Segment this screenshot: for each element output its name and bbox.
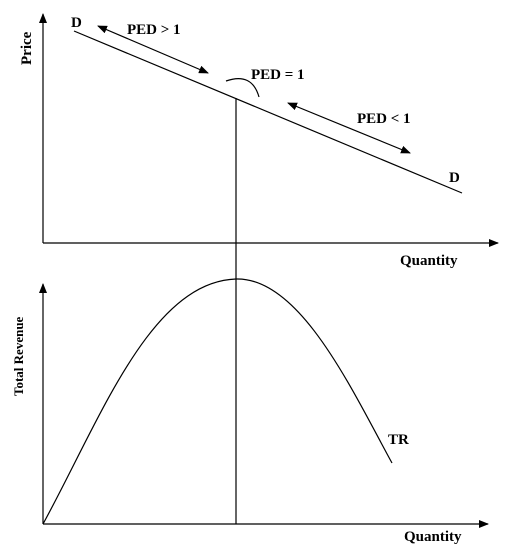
elastic-label: PED > 1 [127,22,181,38]
quantity-axis-label-bottom: Quantity [404,529,462,545]
inelastic-label: PED < 1 [357,111,411,127]
demand-label-start: D [71,15,82,31]
price-quantity-panel: Price Quantity D D PED > 1 PED = 1 PED <… [19,13,499,269]
total-revenue-curve [42,278,393,525]
unit-elastic-label: PED = 1 [251,67,305,83]
total-revenue-axis-label: Total Revenue [11,316,26,396]
quantity-axis-label-top: Quantity [400,253,458,269]
inelastic-range-arrow [287,102,411,154]
price-axis-label: Price [19,31,35,65]
elastic-range-arrow [97,25,209,74]
unit-elastic-marker [225,78,260,98]
demand-label-end: D [449,170,460,186]
total-revenue-panel: Total Revenue Quantity TR [11,278,489,545]
total-revenue-curve-label: TR [388,432,409,448]
